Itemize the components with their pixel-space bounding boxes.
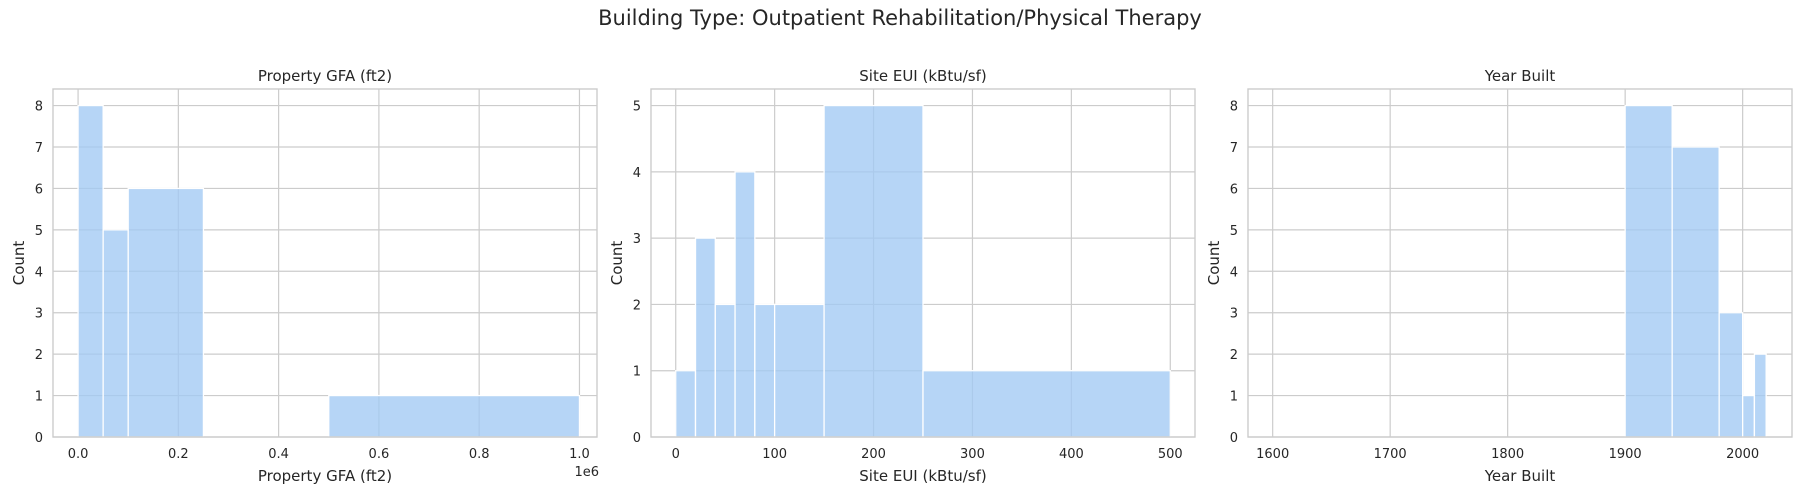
y-tick-label: 5 (1230, 224, 1238, 239)
histogram-bar (714, 303, 736, 438)
y-tick-label: 5 (35, 224, 43, 239)
y-tick-label: 7 (35, 141, 43, 156)
y-tick-label: 1 (1230, 390, 1238, 405)
y-tick-label: 1 (35, 390, 43, 405)
y-tick-label: 2 (35, 348, 43, 363)
y-tick-label: 2 (1230, 348, 1238, 363)
y-axis-label: Count (608, 241, 626, 286)
y-tick-label: 6 (1230, 182, 1238, 197)
y-tick-label: 3 (1230, 307, 1238, 322)
axes-frame (650, 88, 1196, 438)
x-tick-label: 1.0 (569, 447, 590, 462)
y-axis-label: Count (1205, 241, 1223, 286)
histogram-bar (328, 394, 581, 438)
x-tick-label: 0.8 (469, 447, 490, 462)
x-offset-text: 1e6 (574, 465, 599, 480)
histogram-bar (1753, 353, 1767, 438)
subplot-title: Site EUI (kBtu/sf) (859, 67, 986, 85)
x-tick-label: 100 (762, 447, 787, 462)
subplot-title: Year Built (1484, 67, 1556, 85)
y-tick-label: 5 (633, 100, 641, 115)
histogram-bar (773, 303, 825, 438)
histogram-bar (823, 104, 924, 438)
x-tick-label: 2000 (1726, 447, 1759, 462)
subplot-title: Property GFA (ft2) (258, 67, 392, 85)
x-tick-label: 400 (1059, 447, 1084, 462)
y-tick-label: 6 (35, 182, 43, 197)
histogram-bar (77, 104, 104, 438)
y-tick-label: 4 (35, 265, 43, 280)
y-tick-label: 4 (1230, 265, 1238, 280)
histogram-bar (754, 303, 776, 438)
y-tick-label: 3 (633, 232, 641, 247)
x-tick-label: 200 (861, 447, 886, 462)
subplot-property-gfa: 0.0 0.2 0.4 0.6 0.8 1.0 0 1 2 3 4 5 6 7 8 1e6 Property G… (10, 67, 599, 485)
histogram-bar (1624, 104, 1673, 438)
histogram-bar (675, 370, 697, 438)
histogram-bar (102, 229, 129, 438)
subplot-year-built: 1600 1700 1800 1900 2000 0 1 2 3 4 5 6 7 8 Year Built Y… (1205, 67, 1793, 485)
x-tick-label: 500 (1158, 447, 1183, 462)
figure-suptitle: Building Type: Outpatient Rehabilitation… (598, 6, 1202, 30)
x-tick-label: 0 (672, 447, 680, 462)
y-tick-label: 0 (35, 431, 43, 446)
x-tick-label: 1900 (1609, 447, 1642, 462)
axes-frame (52, 88, 598, 438)
x-axis-label: Year Built (1484, 467, 1556, 485)
histogram-bar (127, 187, 205, 438)
x-tick-label: 1700 (1374, 447, 1407, 462)
y-tick-label: 1 (633, 365, 641, 380)
y-tick-label: 8 (1230, 100, 1238, 115)
y-tick-label: 0 (1230, 431, 1238, 446)
histogram-bar (922, 370, 1171, 438)
y-tick-label: 2 (633, 298, 641, 313)
histogram-bar (1718, 312, 1744, 438)
x-tick-label: 0.6 (369, 447, 390, 462)
y-tick-label: 4 (633, 166, 641, 181)
x-axis-label: Property GFA (ft2) (258, 467, 392, 485)
x-tick-label: 1800 (1491, 447, 1524, 462)
x-tick-label: 0.0 (68, 447, 89, 462)
x-axis-label: Site EUI (kBtu/sf) (859, 467, 986, 485)
histogram-bar (734, 171, 756, 438)
x-tick-label: 0.4 (268, 447, 289, 462)
x-tick-label: 300 (960, 447, 985, 462)
x-tick-label: 1600 (1256, 447, 1289, 462)
y-tick-label: 7 (1230, 141, 1238, 156)
y-axis-label: Count (10, 241, 28, 286)
y-tick-label: 8 (35, 100, 43, 115)
subplot-site-eui: 0 100 200 300 400 500 0 1 2 3 4 5 Site EUI (kBtu/sf)… (608, 67, 1196, 485)
histogram-bar (1742, 394, 1756, 438)
x-tick-label: 0.2 (168, 447, 189, 462)
axes-frame (1247, 88, 1793, 438)
histogram-bar (1671, 146, 1720, 438)
y-tick-label: 3 (35, 307, 43, 322)
y-tick-label: 0 (633, 431, 641, 446)
histogram-bar (694, 237, 716, 438)
